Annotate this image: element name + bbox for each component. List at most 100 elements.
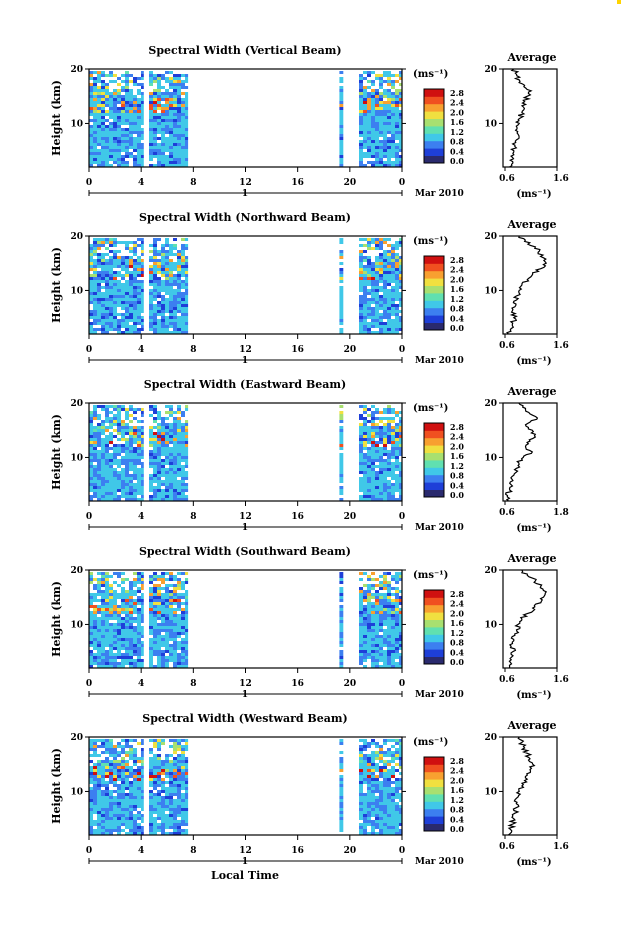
heatmap-cell — [165, 781, 169, 784]
heatmap-cell — [105, 164, 109, 167]
heatmap-cell — [133, 474, 137, 477]
heatmap-cell — [169, 739, 173, 742]
heatmap-cell — [359, 152, 363, 155]
heatmap-cell — [101, 101, 105, 104]
heatmap-cell — [173, 760, 177, 763]
heatmap-cell — [339, 617, 344, 620]
heatmap-cell — [391, 265, 395, 268]
heatmap-cell — [137, 784, 141, 787]
colorbar-segment — [424, 649, 444, 657]
heatmap-cell — [375, 295, 379, 298]
heatmap-cell — [391, 575, 395, 578]
heatmap-cell — [371, 480, 375, 483]
heatmap-cell — [379, 74, 383, 77]
heatmap-cell — [161, 140, 165, 143]
heatmap-cell — [109, 811, 113, 814]
heatmap-cell — [339, 665, 344, 668]
heatmap-cell — [129, 629, 133, 632]
heatmap-cell — [89, 95, 93, 98]
heatmap-cell — [97, 262, 101, 265]
heatmap-cell — [109, 471, 113, 474]
heatmap-cell — [157, 811, 161, 814]
heatmap-cell — [125, 450, 129, 453]
heatmap-cell — [173, 587, 177, 590]
heatmap-cell — [395, 262, 399, 265]
heatmap-cell — [121, 617, 125, 620]
heatmap-cell — [391, 662, 395, 665]
profile-y-tick-label: 20 — [484, 232, 497, 242]
colorbar-segment — [424, 452, 444, 461]
heatmap-cell — [89, 581, 93, 584]
heatmap-cell — [137, 268, 141, 271]
colorbar-tick: 2.4 — [450, 265, 464, 275]
heatmap-cell — [125, 474, 129, 477]
heatmap-cell — [395, 146, 399, 149]
heatmap-eastward — [89, 405, 402, 501]
heatmap-cell — [153, 465, 157, 468]
heatmap-cell — [359, 83, 363, 86]
heatmap-cell — [399, 131, 402, 134]
heatmap-cell — [395, 450, 399, 453]
heatmap-cell — [105, 739, 109, 742]
heatmap-cell — [125, 295, 129, 298]
heatmap-cell — [363, 256, 367, 259]
heatmap-cell — [383, 453, 387, 456]
heatmap-cell — [375, 653, 379, 656]
heatmap-cell — [125, 823, 129, 826]
heatmap-cell — [121, 817, 125, 820]
heatmap-cell — [395, 456, 399, 459]
heatmap-cell — [173, 492, 177, 495]
heatmap-cell — [339, 763, 344, 766]
heatmap-cell — [101, 656, 105, 659]
heatmap-cell — [399, 659, 402, 662]
heatmap-cell — [97, 435, 101, 438]
heatmap-cell — [105, 477, 109, 480]
heatmap-cell — [339, 161, 344, 164]
heatmap-cell — [117, 584, 121, 587]
heatmap-cell — [101, 444, 105, 447]
heatmap-cell — [125, 432, 129, 435]
heatmap-cell — [141, 611, 144, 614]
heatmap-cell — [97, 471, 101, 474]
heatmap-cell — [101, 438, 105, 441]
heatmap-cell — [133, 408, 137, 411]
y-tick-label: 20 — [70, 399, 83, 409]
heatmap-cell — [379, 271, 383, 274]
heatmap-cell — [395, 644, 399, 647]
heatmap-cell — [117, 596, 121, 599]
heatmap-cell — [161, 593, 165, 596]
heatmap-cell — [359, 313, 363, 316]
heatmap-cell — [177, 89, 181, 92]
heatmap-cell — [339, 805, 344, 808]
heatmap-cell — [105, 238, 109, 241]
heatmap-cell — [157, 632, 161, 635]
heatmap-cell — [157, 805, 161, 808]
heatmap-cell — [379, 101, 383, 104]
heatmap-cell — [89, 71, 93, 74]
heatmap-cell — [165, 641, 169, 644]
colorbar-tick: 0.4 — [450, 480, 464, 490]
heatmap-cell — [149, 292, 153, 295]
heatmap-cell — [161, 134, 165, 137]
heatmap-cell — [141, 659, 144, 662]
heatmap-cell — [89, 277, 93, 280]
heatmap-cell — [105, 620, 109, 623]
heatmap-cell — [101, 641, 105, 644]
heatmap-cell — [339, 432, 344, 435]
heatmap-cell — [89, 259, 93, 262]
heatmap-cell — [157, 304, 161, 307]
heatmap-cell — [173, 477, 177, 480]
heatmap-cell — [173, 584, 177, 587]
heatmap-cell — [137, 829, 141, 832]
heatmap-cell — [379, 155, 383, 158]
heatmap-cell — [113, 271, 117, 274]
heatmap-cell — [97, 656, 101, 659]
heatmap-cell — [117, 829, 121, 832]
heatmap-cell — [359, 626, 363, 629]
heatmap-cell — [133, 572, 137, 575]
heatmap-cell — [379, 587, 383, 590]
heatmap-cell — [363, 292, 367, 295]
heatmap-cell — [165, 611, 169, 614]
heatmap-cell — [89, 316, 93, 319]
heatmap-cell — [391, 474, 395, 477]
